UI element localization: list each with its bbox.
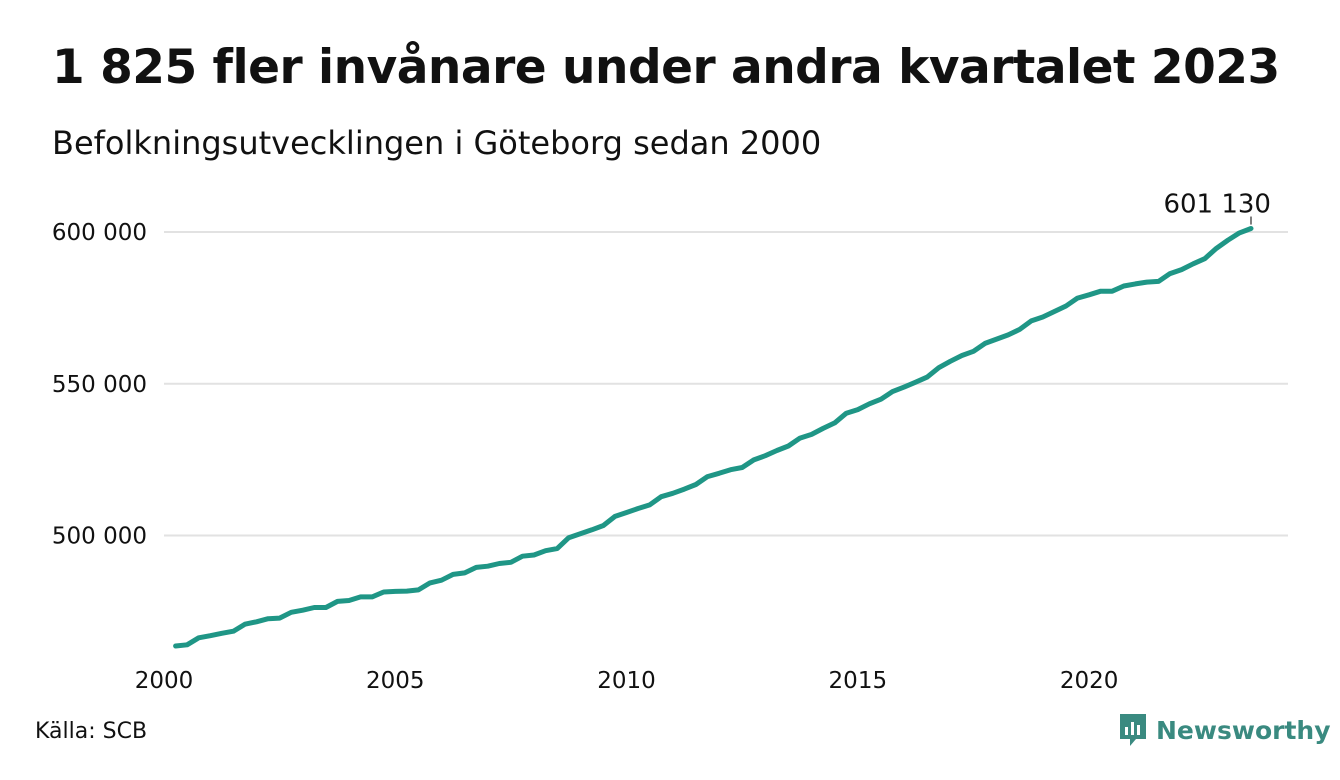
chart-subtitle: Befolkningsutvecklingen i Göteborg sedan… (52, 124, 822, 162)
source-note: Källa: SCB (35, 719, 148, 744)
chart-title: 1 825 fler invånare under andra kvartale… (52, 40, 1280, 95)
x-tick-label: 2020 (1060, 668, 1119, 694)
x-tick-label: 2015 (829, 668, 888, 694)
newsworthy-logo-icon (1120, 714, 1146, 746)
x-tick-label: 2000 (135, 668, 194, 694)
y-tick-label: 600 000 (52, 220, 147, 246)
last-value-label: 601 130 (1163, 190, 1271, 220)
y-tick-label: 550 000 (52, 372, 147, 398)
x-tick-label: 2005 (366, 668, 425, 694)
x-tick-label: 2010 (597, 668, 656, 694)
brand-name: Newsworthy (1156, 715, 1331, 745)
series-line (173, 226, 1254, 649)
newsworthy-logo: Newsworthy (1118, 712, 1331, 748)
y-tick-label: 500 000 (52, 524, 147, 550)
